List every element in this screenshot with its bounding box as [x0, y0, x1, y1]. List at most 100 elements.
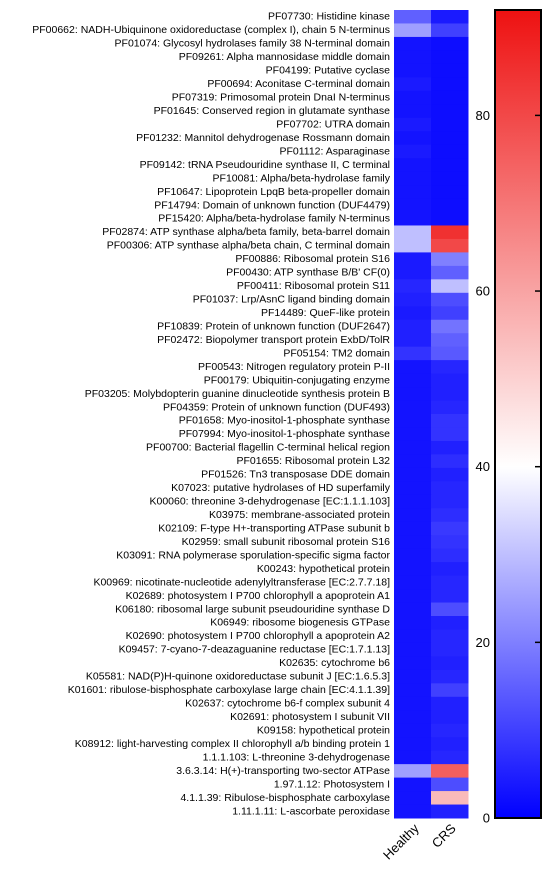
heatmap-cell	[431, 346, 469, 361]
row-label: PF10647: Lipoprotein LpqB beta-propeller…	[157, 186, 390, 198]
heatmap-cell	[394, 252, 432, 267]
heatmap-cell	[431, 589, 469, 604]
heatmap-cell	[394, 319, 432, 334]
heatmap-cell	[394, 104, 432, 119]
heatmap-cell	[431, 521, 469, 536]
row-label: K06949: ribosome biogenesis GTPase	[210, 617, 390, 629]
heatmap-cell	[394, 723, 432, 738]
heatmap-cell	[431, 642, 469, 657]
row-label: PF01645: Conserved region in glutamate s…	[154, 105, 391, 117]
row-label: PF00306: ATP synthase alpha/beta chain, …	[107, 240, 390, 252]
row-label: PF15420: Alpha/beta-hydrolase family N-t…	[158, 213, 390, 225]
heatmap-cell	[431, 238, 469, 253]
heatmap-cell	[431, 481, 469, 496]
heatmap-cell	[431, 131, 469, 146]
heatmap-cell	[431, 791, 469, 806]
heatmap-cell	[431, 440, 469, 455]
heatmap-cell	[431, 750, 469, 765]
heatmap-cell	[394, 292, 432, 307]
row-label: PF00430: ATP synthase B/B' CF(0)	[226, 267, 390, 279]
row-label: PF07730: Histidine kinase	[268, 11, 390, 23]
heatmap-cell	[431, 696, 469, 711]
heatmap-cell	[394, 171, 432, 186]
colorbar-tick-label: 20	[476, 635, 490, 650]
row-label: PF00543: Nitrogen regulatory protein P-I…	[198, 361, 390, 373]
row-label: 1.11.1.11: L-ascorbate peroxidase	[232, 805, 390, 817]
heatmap-cell	[394, 791, 432, 806]
heatmap-cell	[431, 50, 469, 65]
column-label: CRS	[429, 820, 459, 850]
heatmap-cell	[394, 346, 432, 361]
colorbar-tick-label: 0	[483, 811, 490, 826]
heatmap-cell	[394, 387, 432, 402]
row-label: PF00662: NADH-Ubiquinone oxidoreductase …	[32, 24, 390, 36]
row-label: PF10839: Protein of unknown function (DU…	[157, 320, 390, 332]
row-label: PF01655: Ribosomal protein L32	[236, 455, 390, 467]
heatmap-cell	[431, 10, 469, 24]
heatmap-cell	[394, 494, 432, 509]
heatmap-cell	[431, 400, 469, 415]
row-label: PF01112: Asparaginase	[279, 145, 390, 157]
heatmap-cell	[394, 750, 432, 765]
row-label: PF10081: Alpha/beta-hydrolase family	[213, 172, 391, 184]
heatmap-cell	[431, 104, 469, 119]
heatmap-cell	[431, 562, 469, 577]
heatmap-cell	[431, 36, 469, 51]
heatmap-cell	[431, 656, 469, 671]
heatmap-cell	[394, 440, 432, 455]
row-label: PF04359: Protein of unknown function (DU…	[163, 401, 390, 413]
row-label: K03091: RNA polymerase sporulation-speci…	[116, 549, 390, 561]
row-label: K09158: hypothetical protein	[257, 724, 390, 736]
heatmap-cell	[394, 589, 432, 604]
row-label: K02689: photosystem I P700 chlorophyll a…	[126, 590, 391, 602]
colorbar-tick-label: 60	[476, 284, 490, 299]
heatmap-cell	[431, 629, 469, 644]
heatmap-cell	[394, 144, 432, 159]
row-label: K06180: ribosomal large subunit pseudour…	[115, 603, 390, 615]
heatmap-cell	[431, 548, 469, 563]
row-label: PF02472: Biopolymer transport protein Ex…	[157, 334, 390, 346]
heatmap-cell	[394, 63, 432, 78]
heatmap-cell	[394, 710, 432, 725]
heatmap-cell	[394, 683, 432, 698]
row-label: PF01074: Glycosyl hydrolases family 38 N…	[115, 38, 391, 50]
heatmap-cell	[394, 265, 432, 280]
heatmap-cell	[431, 414, 469, 428]
heatmap-cell	[431, 185, 469, 200]
heatmap-cell	[394, 306, 432, 321]
column-labels: Healthy CRS	[380, 820, 459, 862]
row-label: PF00411: Ribosomal protein S11	[237, 280, 390, 292]
heatmap-cell	[431, 77, 469, 92]
row-label: K02109: F-type H+-transporting ATPase su…	[158, 522, 390, 534]
heatmap-cell	[431, 252, 469, 267]
heatmap-cell	[431, 333, 469, 348]
heatmap-cell	[394, 616, 432, 630]
heatmap-cell	[394, 642, 432, 657]
row-label: PF01232: Mannitol dehydrogenase Rossmann…	[136, 132, 390, 144]
heatmap-cell	[431, 265, 469, 280]
row-label: K02637: cytochrome b6-f complex subunit …	[185, 698, 390, 710]
row-label: K01601: ribulose-bisphosphate carboxylas…	[68, 684, 390, 696]
heatmap-cell	[394, 225, 432, 240]
row-label: PF05154: TM2 domain	[283, 347, 390, 359]
row-label: 1.1.1.103: L-threonine 3-dehydrogenase	[203, 751, 391, 763]
heatmap-cell	[394, 333, 432, 348]
row-label: K09457: 7-cyano-7-deazaguanine reductase…	[119, 644, 391, 656]
row-label: PF01037: Lrp/AsnC ligand binding domain	[193, 294, 390, 306]
heatmap-cell	[394, 764, 432, 779]
heatmap-cell	[394, 804, 432, 819]
heatmap-cell	[394, 562, 432, 577]
row-label: K02959: small subunit ribosomal protein …	[182, 536, 391, 548]
row-label: K08912: light-harvesting complex II chlo…	[75, 738, 390, 750]
heatmap-cell	[394, 656, 432, 671]
heatmap-cell	[431, 710, 469, 725]
row-label: K02690: photosystem I P700 chlorophyll a…	[126, 630, 391, 642]
heatmap-cell	[431, 144, 469, 159]
heatmap-cell	[394, 238, 432, 253]
heatmap-cell	[394, 360, 432, 375]
row-label: PF00694: Aconitase C-terminal domain	[207, 78, 390, 90]
row-label: K05581: NAD(P)H-quinone oxidoreductase s…	[86, 671, 390, 683]
heatmap-cell	[394, 36, 432, 51]
heatmap-cell	[431, 508, 469, 523]
heatmap-cell	[394, 131, 432, 146]
